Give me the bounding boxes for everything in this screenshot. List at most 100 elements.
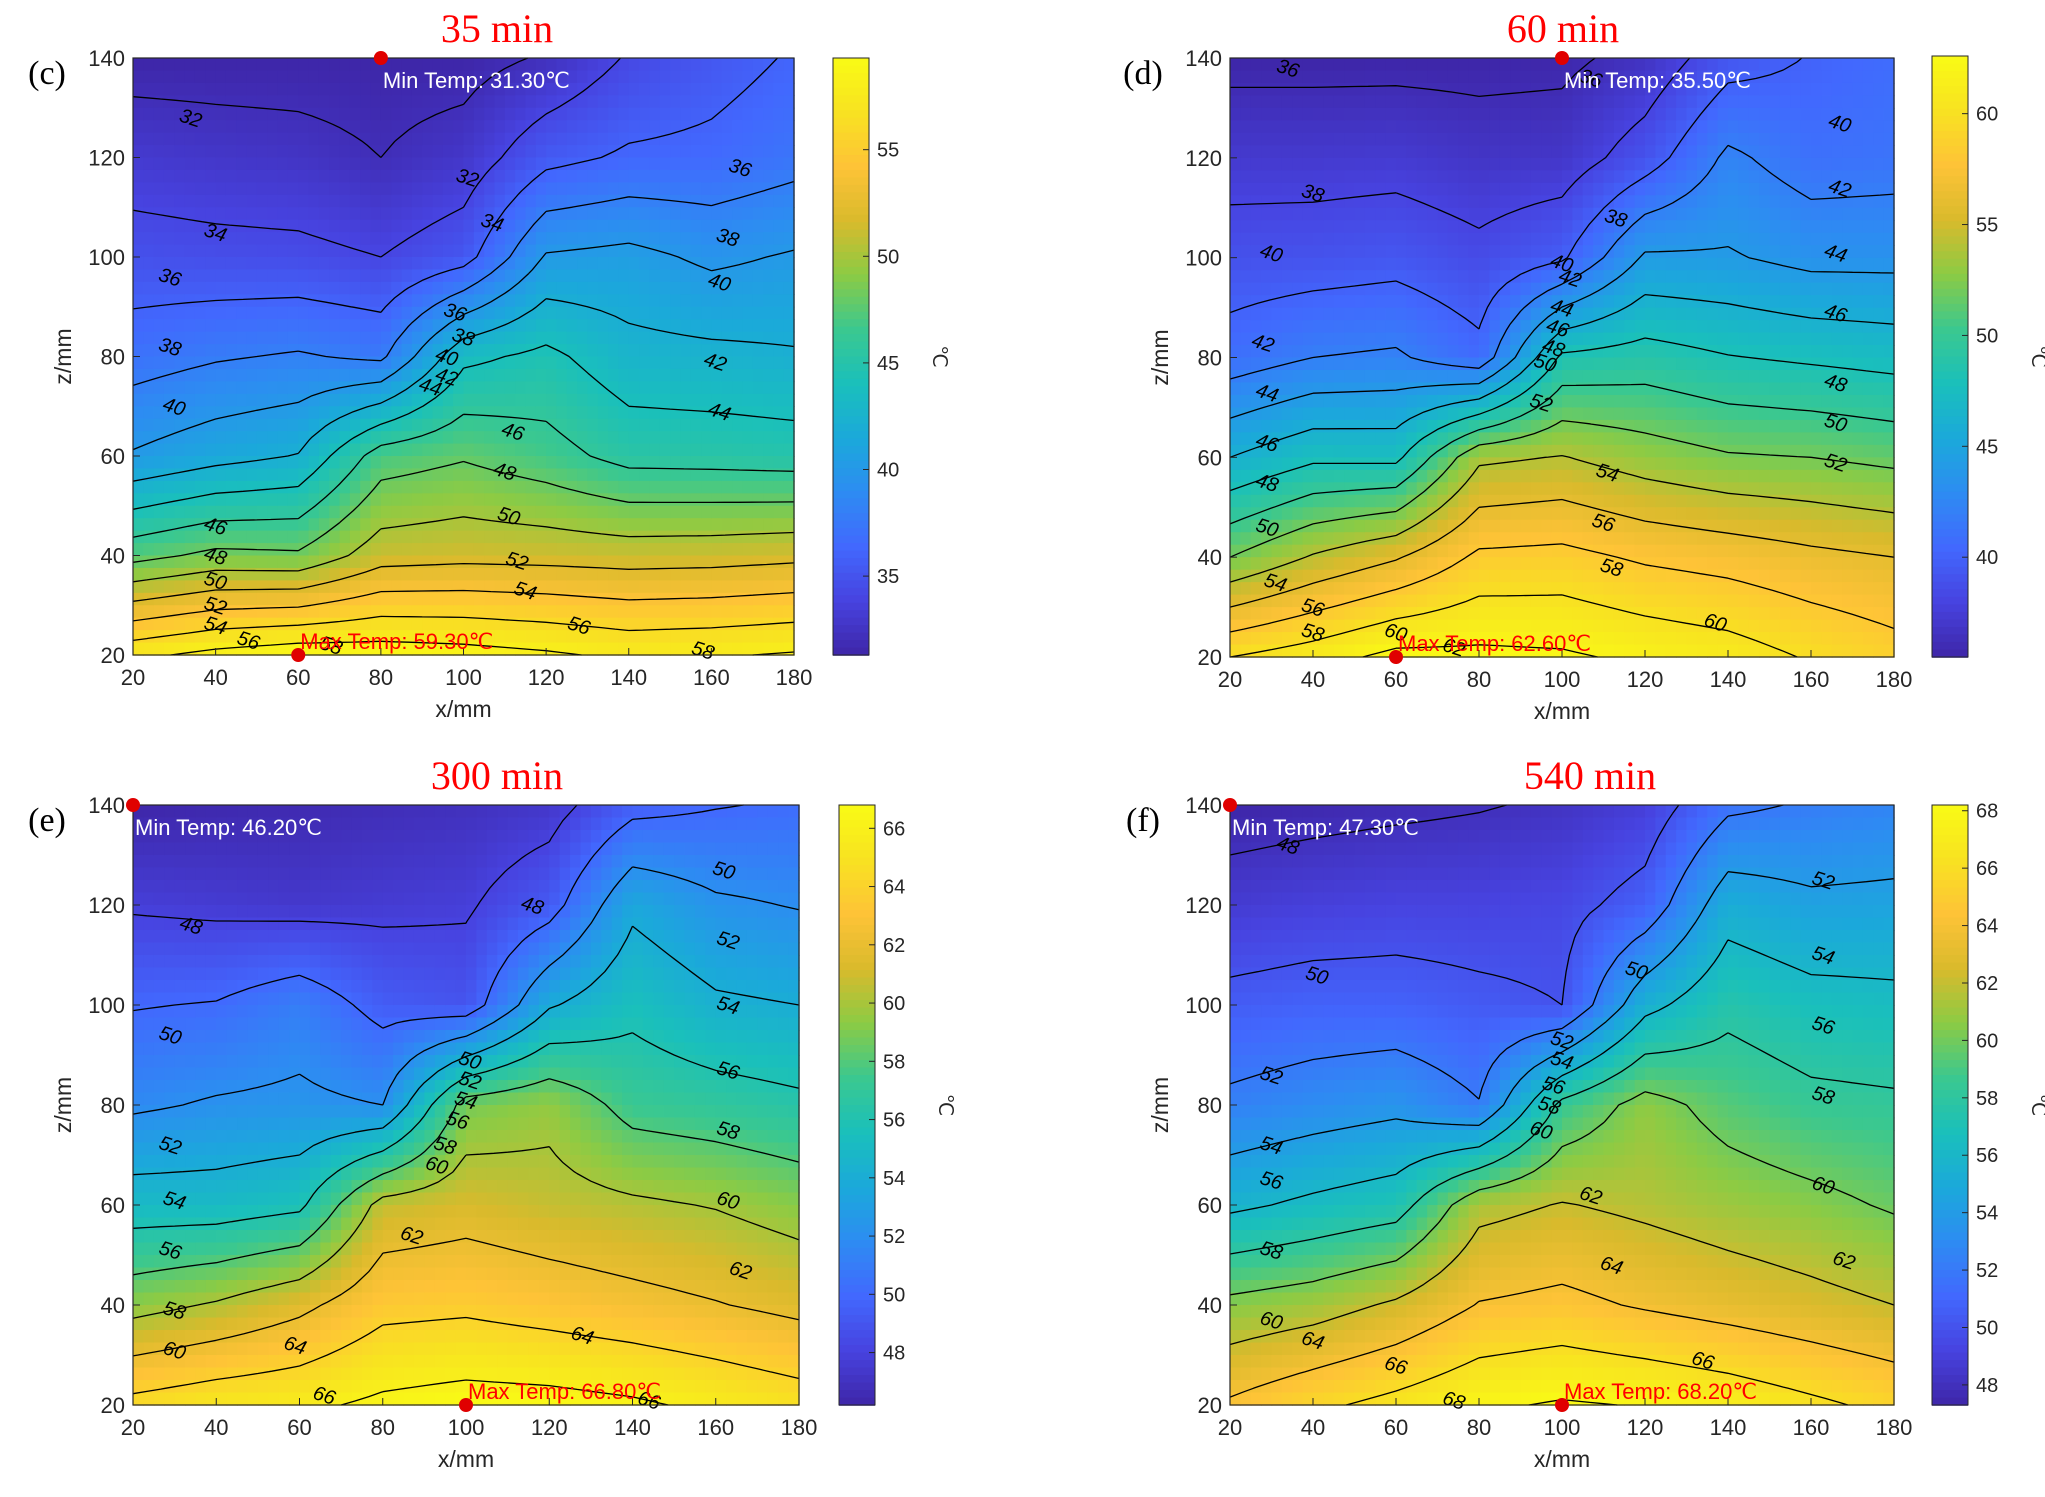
heatmap-cell [742,592,754,606]
heatmap-cell [1437,70,1449,84]
heatmap-cell [763,219,775,233]
heatmap-cell [360,331,372,345]
heatmap-cell [1562,245,1574,259]
heatmap-cell [525,480,537,495]
heatmap-cell [298,244,310,258]
heatmap-cell [1437,432,1449,446]
heatmap-cell [442,543,454,557]
heatmap-cell [1416,145,1428,159]
heatmap-cell [225,157,237,171]
heatmap-cell [721,456,733,470]
heatmap-cell [1551,607,1563,621]
heatmap-cell [1551,357,1563,371]
panel-letter: (c) [28,55,66,92]
heatmap-cell [174,269,186,283]
heatmap-cell [732,505,744,519]
heatmap-cell [577,107,589,121]
heatmap-cell [659,169,671,184]
heatmap-cell [360,269,372,283]
heatmap-cell [1416,220,1428,234]
heatmap-cell [349,493,361,507]
heatmap-cell [411,630,423,644]
heatmap-cell [1582,494,1594,508]
heatmap-cell [473,468,485,482]
heatmap-cell [422,518,434,532]
heatmap-cell [225,269,237,283]
heatmap-cell [763,505,775,519]
heatmap-cell [246,630,258,644]
heatmap-cell [308,294,320,308]
heatmap-cell [380,418,392,432]
heatmap-cell [1427,257,1439,271]
heatmap-cell [1292,619,1304,633]
heatmap-cell [597,82,609,97]
heatmap-cell [535,319,547,333]
heatmap-cell [742,443,754,457]
heatmap-cell [639,630,651,644]
heatmap-cell [1261,245,1273,259]
heatmap-cell [184,207,196,221]
heatmap-cell [1489,157,1501,172]
heatmap-cell [1468,394,1480,409]
heatmap-cell [267,207,279,221]
heatmap-cell [473,319,485,333]
heatmap-cell [1499,295,1511,309]
heatmap-cell [1510,170,1522,184]
heatmap-cell [194,281,206,296]
heatmap-cell [1240,107,1252,122]
heatmap-cell [587,418,599,432]
heatmap-cell [587,431,599,445]
heatmap-cell [1375,544,1387,558]
heatmap-cell [1447,58,1459,72]
heatmap-cell [1354,582,1366,596]
heatmap-cell [504,70,516,84]
heatmap-cell [556,157,568,171]
heatmap-cell [1489,507,1501,521]
heatmap-cell [566,605,578,619]
heatmap-cell [670,418,682,432]
heatmap-cell [525,543,537,557]
heatmap-cell [597,207,609,221]
heatmap-cell [732,95,744,109]
heatmap-cell [504,107,516,121]
heatmap-cell [442,555,454,569]
heatmap-cell [267,630,279,644]
heatmap-cell [1582,282,1594,296]
heatmap-cell [1427,120,1439,134]
heatmap-cell [133,393,145,407]
heatmap-cell [566,132,578,146]
heatmap-cell [1292,494,1304,508]
heatmap-cell [1292,70,1304,84]
heatmap-cell [1323,245,1335,259]
heatmap-cell [649,505,661,519]
heatmap-cell [1375,419,1387,434]
heatmap-cell [649,232,661,246]
heatmap-cell [194,58,206,72]
heatmap-cell [1510,295,1522,309]
heatmap-cell [608,480,620,495]
heatmap-cell [484,480,496,495]
y-axis-label: z/mm [50,328,76,384]
heatmap-cell [1364,182,1376,196]
heatmap-cell [1603,182,1615,196]
heatmap-cell [773,58,785,72]
heatmap-cell [1541,457,1553,471]
heatmap-cell [1530,419,1542,434]
heatmap-cell [783,157,795,171]
heatmap-cell [515,269,527,283]
heatmap-cell [1271,644,1283,658]
heatmap-cell [370,406,382,420]
heatmap-cell [711,468,723,482]
heatmap-cell [1250,569,1262,583]
heatmap-cell [525,257,537,271]
heatmap-cell [721,107,733,121]
colorbar-band [833,214,869,223]
heatmap-cell [649,207,661,221]
heatmap-cell [370,344,382,358]
heatmap-cell [690,406,702,420]
heatmap-cell [1468,245,1480,259]
heatmap-cell [1354,532,1366,546]
heatmap-cell [380,605,392,619]
heatmap-cell [1230,382,1242,396]
